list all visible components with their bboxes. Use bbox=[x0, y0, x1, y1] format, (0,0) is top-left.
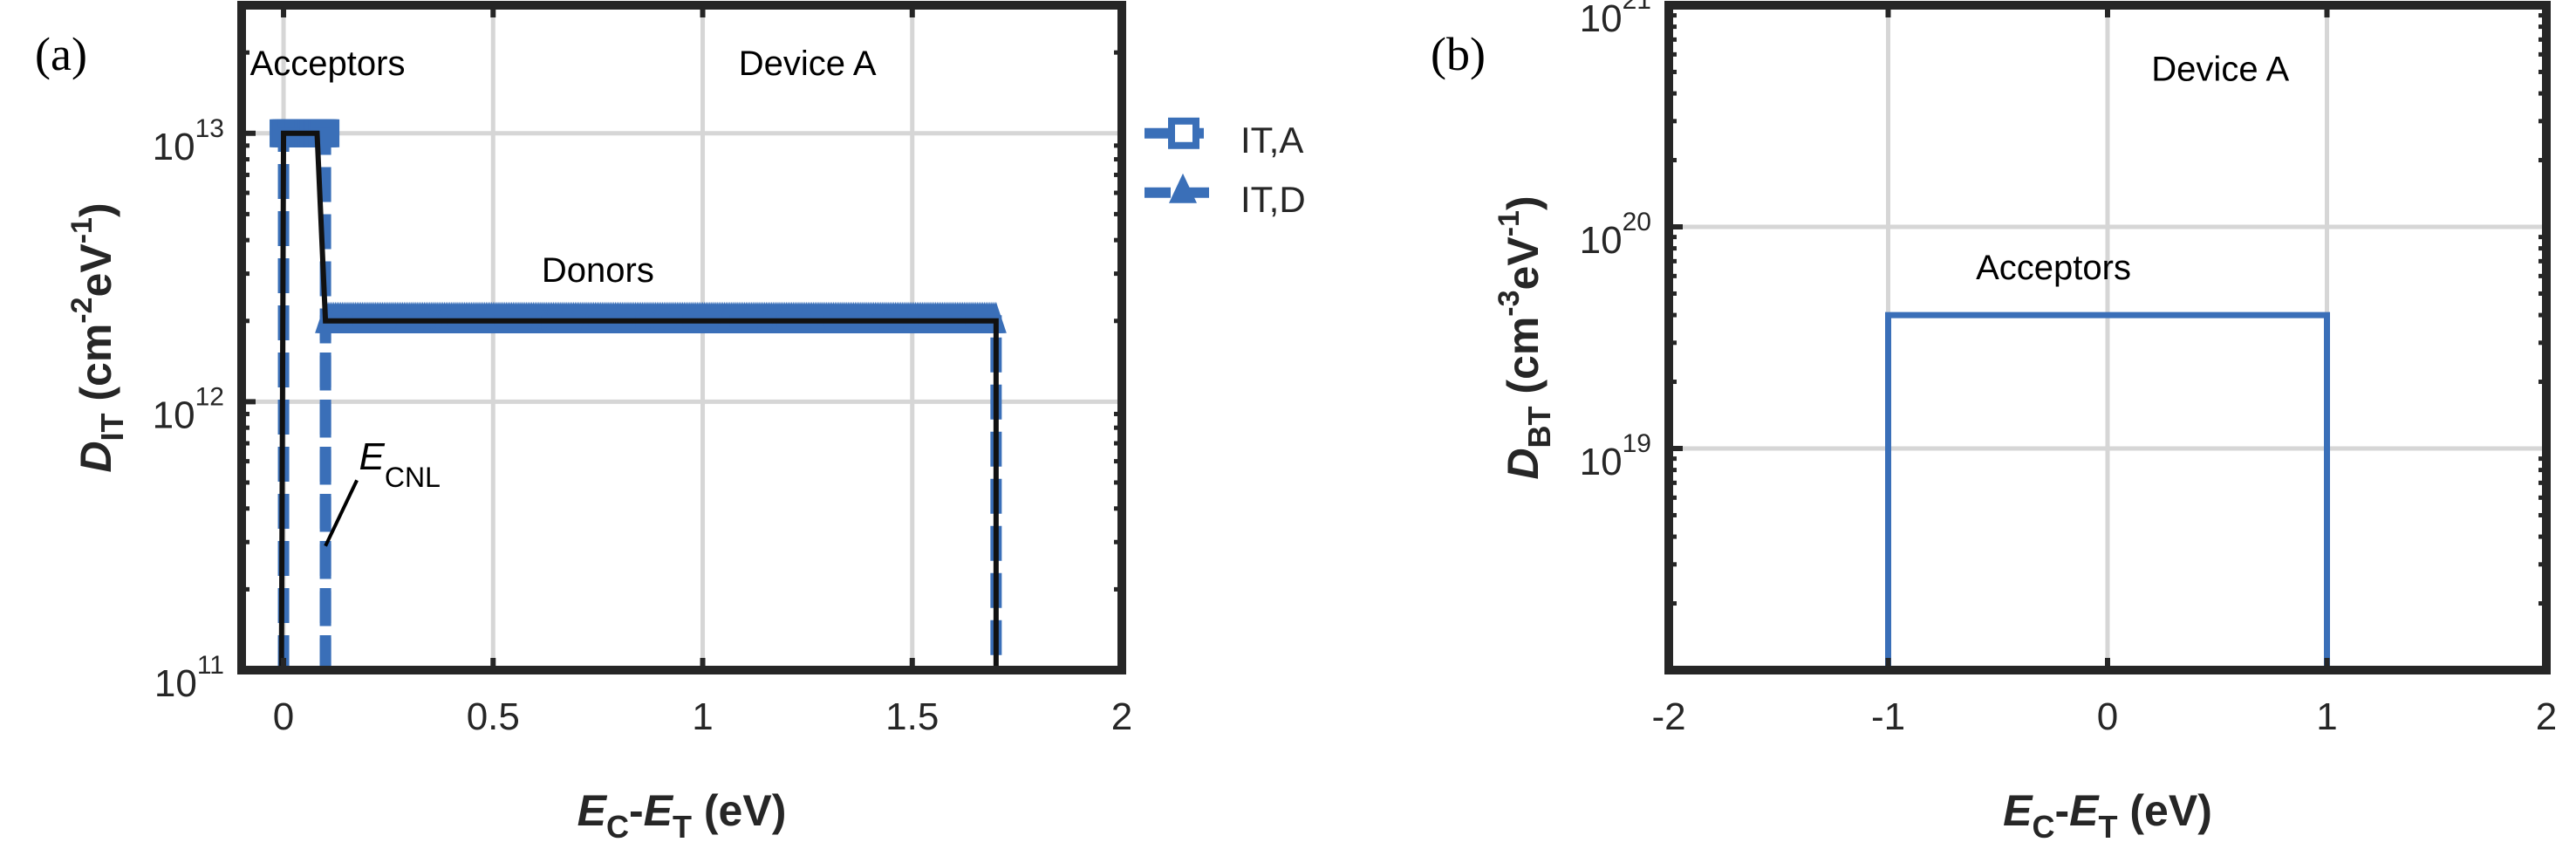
y-tick-exponent: 19 bbox=[1623, 429, 1651, 458]
x-label-sub-t: T bbox=[2099, 809, 2118, 845]
x-tick-label: 0.5 bbox=[467, 695, 520, 738]
x-tick-label: 0 bbox=[273, 695, 294, 738]
x-label-e: E bbox=[577, 786, 608, 835]
y-label-d: D bbox=[72, 442, 120, 473]
annotation-donors: Donors bbox=[542, 251, 654, 290]
x-tick-label: 2 bbox=[1111, 695, 1132, 738]
x-label-sub-t: T bbox=[673, 809, 692, 845]
x-label-unit: (eV) bbox=[692, 786, 786, 835]
x-tick-label: 0 bbox=[2097, 695, 2118, 738]
y-label-d: D bbox=[1499, 448, 1548, 480]
series-line-itd bbox=[319, 315, 1002, 670]
x-tick-label: -2 bbox=[1651, 695, 1685, 738]
annotation-ecnl: ECNL bbox=[359, 435, 441, 493]
x-tick-label: 2 bbox=[2536, 695, 2557, 738]
y-tick-base: 10 bbox=[1580, 441, 1623, 483]
x-label-sub-c: C bbox=[606, 809, 629, 845]
y-label-unit: ) bbox=[1499, 195, 1548, 210]
panel-label: (b) bbox=[1431, 28, 1486, 80]
legend-label-itd: IT,D bbox=[1240, 179, 1306, 220]
ecnl-pointer-line bbox=[324, 479, 359, 547]
ecnl-sub: CNL bbox=[385, 462, 441, 493]
y-axis-label: DBT (cm-3eV-1) bbox=[1493, 195, 1557, 479]
annotation-device: Device A bbox=[739, 45, 877, 83]
x-label-dash: - bbox=[2054, 786, 2069, 835]
x-tick-label: -1 bbox=[1871, 695, 1905, 738]
x-label-sub-c: C bbox=[2032, 809, 2054, 845]
y-label-exp: -1 bbox=[1493, 210, 1526, 236]
y-tick-exponent: 21 bbox=[1623, 0, 1651, 15]
x-label-unit: (eV) bbox=[2118, 786, 2212, 835]
x-tick-label: 1.5 bbox=[885, 695, 939, 738]
annotation-device: Device A bbox=[2151, 50, 2289, 88]
y-tick-base: 10 bbox=[1580, 0, 1623, 40]
y-axis-label: DIT (cm-2eV-1) bbox=[65, 202, 130, 472]
y-tick-label: 1013 bbox=[153, 114, 224, 168]
legend-label-ita: IT,A bbox=[1240, 120, 1303, 161]
y-tick-label: 1021 bbox=[1580, 0, 1651, 40]
y-tick-base: 10 bbox=[153, 126, 195, 168]
x-label-dash: - bbox=[629, 786, 644, 835]
y-tick-label: 1020 bbox=[1580, 208, 1651, 262]
legend-triangle-marker bbox=[1169, 173, 1197, 203]
legend: IT,A IT,D bbox=[1145, 117, 1306, 220]
y-tick-label: 1011 bbox=[154, 651, 224, 705]
y-tick-exponent: 12 bbox=[195, 382, 224, 411]
x-tick-label: 1 bbox=[692, 695, 713, 738]
x-axis-label: EC-ET (eV) bbox=[577, 786, 787, 845]
y-label-unit: ) bbox=[72, 202, 120, 217]
legend-square-marker bbox=[1168, 117, 1199, 149]
x-label-e: E bbox=[2069, 786, 2100, 835]
y-label-exp: -2 bbox=[65, 297, 99, 323]
y-tick-base: 10 bbox=[153, 394, 195, 436]
y-tick-base: 10 bbox=[154, 662, 197, 705]
y-label-unit: (cm bbox=[1499, 317, 1548, 407]
x-label-e: E bbox=[644, 786, 674, 835]
y-tick-exponent: 20 bbox=[1623, 208, 1651, 236]
ecnl-e: E bbox=[359, 435, 386, 478]
series-group bbox=[270, 119, 1007, 670]
y-label-exp: -3 bbox=[1493, 290, 1526, 316]
y-label-sub: IT bbox=[94, 413, 130, 441]
y-label-unit: eV bbox=[72, 243, 120, 298]
annotation-acceptors: Acceptors bbox=[1976, 249, 2131, 287]
x-axis-label: EC-ET (eV) bbox=[2003, 786, 2212, 845]
x-tick-label: 1 bbox=[2316, 695, 2337, 738]
y-tick-base: 10 bbox=[1580, 219, 1623, 262]
panel-label: (a) bbox=[35, 28, 87, 80]
y-label-sub: BT bbox=[1521, 407, 1557, 448]
series-group bbox=[1885, 312, 2330, 670]
y-tick-exponent: 11 bbox=[197, 651, 224, 680]
y-tick-label: 1012 bbox=[153, 382, 224, 436]
y-label-unit: (cm bbox=[72, 324, 120, 414]
y-tick-label: 1019 bbox=[1580, 429, 1651, 483]
axes-box bbox=[237, 1, 1126, 674]
annotation-acceptors: Acceptors bbox=[250, 45, 406, 83]
y-label-unit: eV bbox=[1499, 236, 1548, 291]
x-label-e: E bbox=[2003, 786, 2033, 835]
y-label-exp: -1 bbox=[65, 217, 99, 243]
series-line-acceptors bbox=[1885, 312, 2330, 670]
y-tick-exponent: 13 bbox=[195, 114, 224, 143]
series-line-total bbox=[278, 130, 999, 670]
